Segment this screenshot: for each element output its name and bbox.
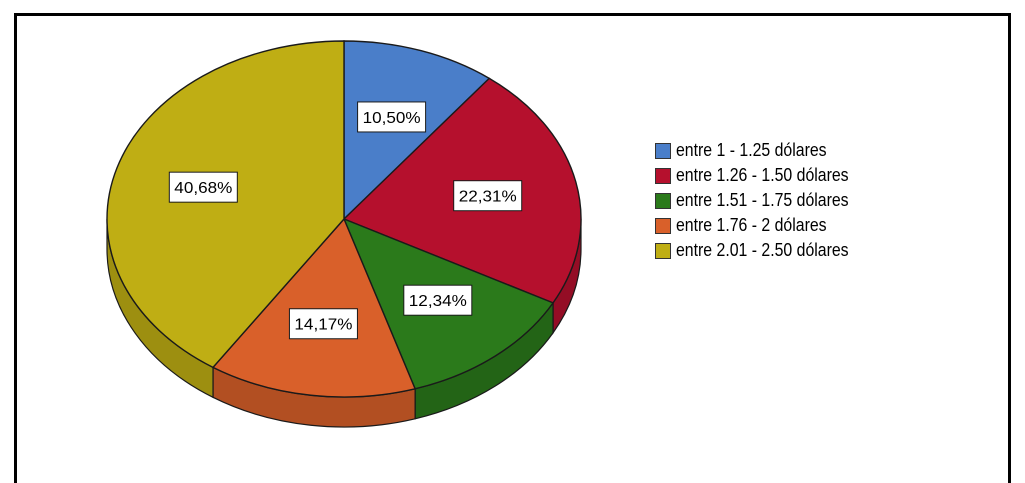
pie-data-label-text: 12,34% — [409, 293, 467, 310]
pie-data-label-text: 40,68% — [174, 180, 232, 197]
legend-item: entre 1 - 1.25 dólares — [655, 138, 995, 163]
legend-swatch — [655, 168, 671, 184]
legend-label: entre 2.01 - 2.50 dólares — [676, 240, 849, 261]
legend-swatch — [655, 243, 671, 259]
pie-data-label-text: 10,50% — [363, 110, 421, 127]
legend-label: entre 1.26 - 1.50 dólares — [676, 165, 849, 186]
legend-label: entre 1 - 1.25 dólares — [676, 140, 827, 161]
pie-data-label: 10,50% — [358, 102, 426, 132]
pie-slices — [107, 41, 581, 397]
legend-label: entre 1.76 - 2 dólares — [676, 215, 827, 236]
legend-item: entre 1.26 - 1.50 dólares — [655, 163, 995, 188]
legend-swatch — [655, 218, 671, 234]
legend-item: entre 1.76 - 2 dólares — [655, 213, 995, 238]
pie-data-label: 40,68% — [169, 172, 237, 202]
legend-item: entre 1.51 - 1.75 dólares — [655, 188, 995, 213]
pie-data-label: 14,17% — [289, 309, 357, 339]
legend-item: entre 2.01 - 2.50 dólares — [655, 238, 995, 263]
legend: entre 1 - 1.25 dólares entre 1.26 - 1.50… — [655, 138, 995, 263]
legend-swatch — [655, 143, 671, 159]
legend-label: entre 1.51 - 1.75 dólares — [676, 190, 849, 211]
pie-data-label-text: 14,17% — [294, 317, 352, 334]
legend-swatch — [655, 193, 671, 209]
pie-data-label-text: 22,31% — [459, 189, 517, 206]
pie-data-label: 22,31% — [454, 181, 522, 211]
pie-data-label: 12,34% — [404, 285, 472, 315]
